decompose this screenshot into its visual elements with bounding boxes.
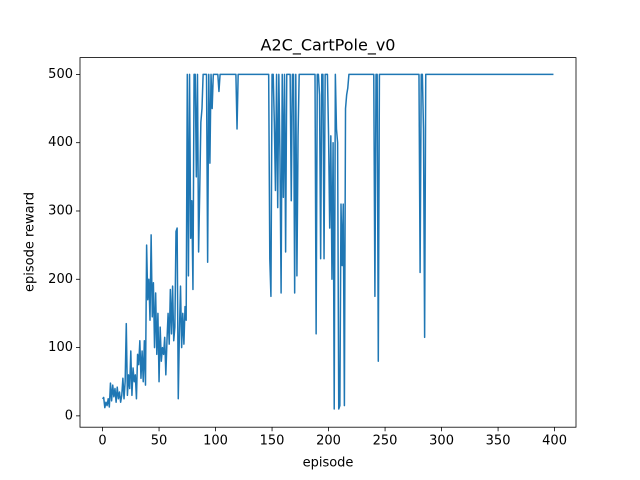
x-tick-label: 200 (316, 434, 341, 449)
y-tick-label: 300 (48, 203, 73, 218)
y-tick-label: 100 (48, 340, 73, 355)
chart-title: A2C_CartPole_v0 (261, 36, 396, 56)
y-tick-label: 200 (48, 272, 73, 287)
x-tick-label: 50 (151, 434, 168, 449)
x-tick-label: 150 (260, 434, 285, 449)
x-tick-label: 0 (98, 434, 106, 449)
y-tick-label: 0 (65, 408, 73, 423)
x-tick-label: 300 (429, 434, 454, 449)
y-tick-label: 400 (48, 135, 73, 150)
data-line (101, 73, 554, 410)
x-tick-label: 350 (486, 434, 511, 449)
x-tick-label: 400 (542, 434, 567, 449)
plot-frame (79, 57, 577, 428)
y-tick-label: 500 (48, 67, 73, 82)
y-axis-label: episode reward (23, 192, 38, 292)
x-axis-label: episode (303, 456, 354, 471)
x-tick-label: 100 (203, 434, 228, 449)
x-tick-label: 250 (373, 434, 398, 449)
